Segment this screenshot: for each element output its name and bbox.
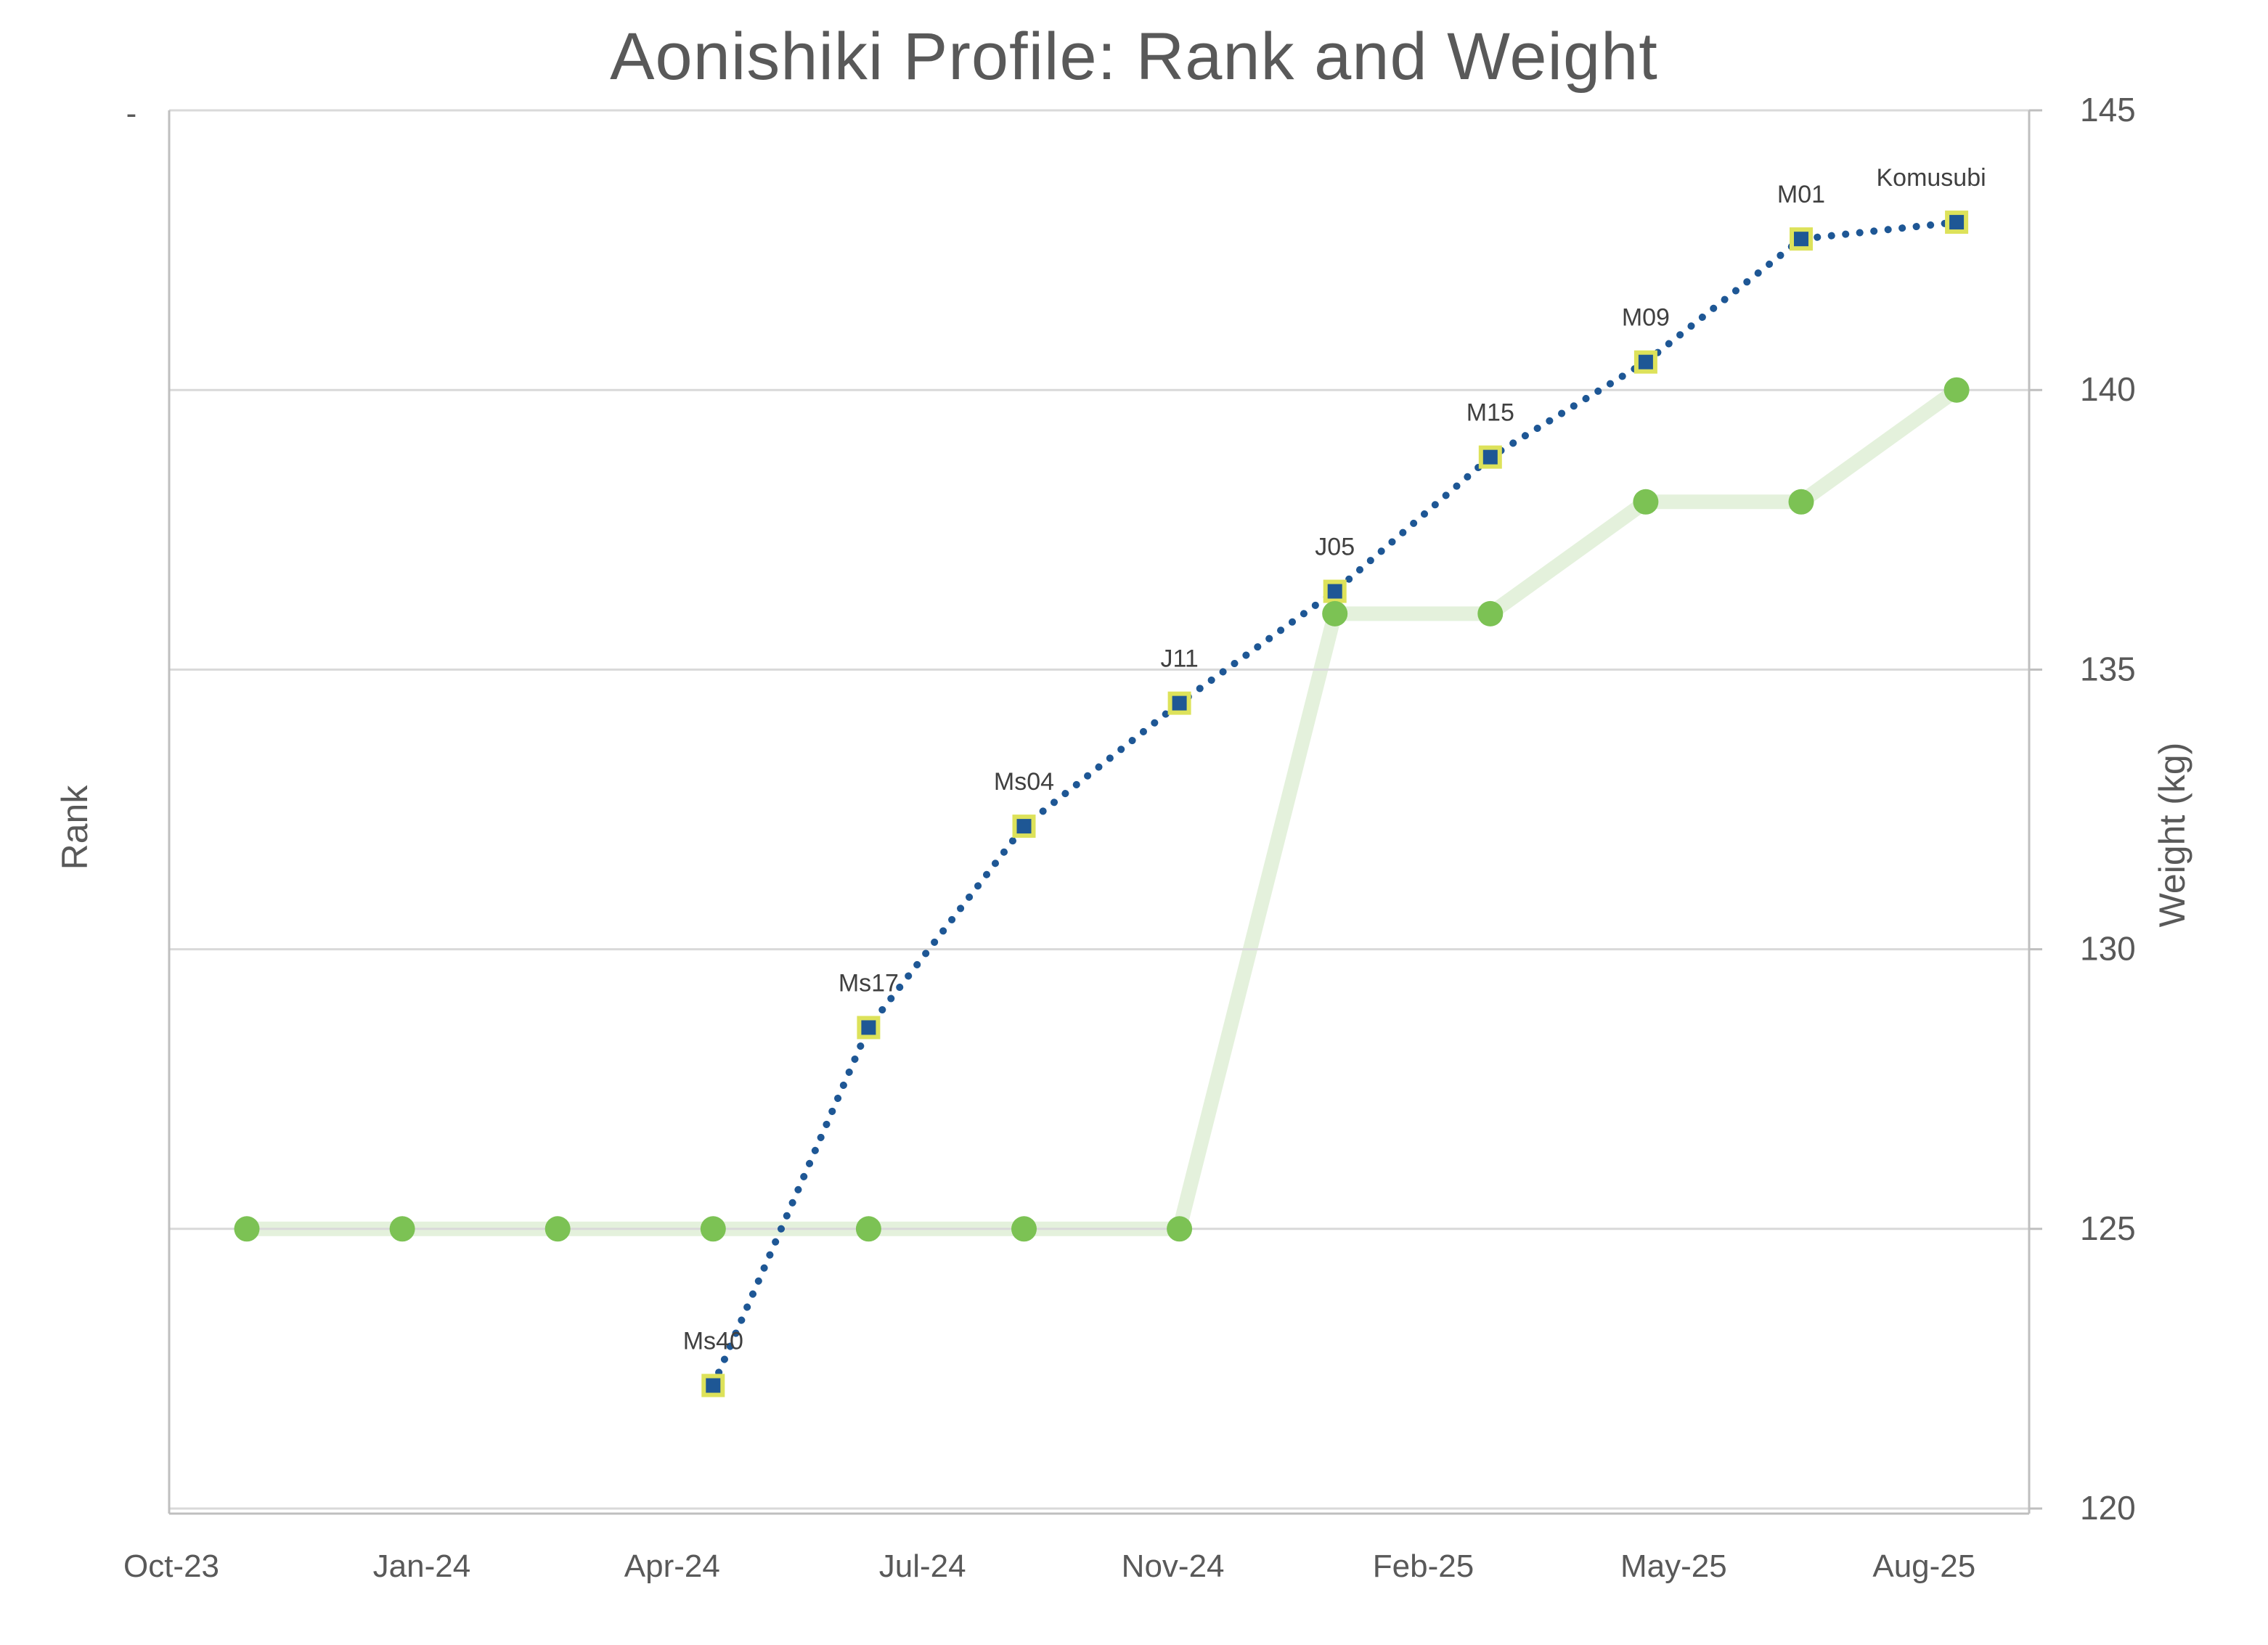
y2-tick-label-130: 130 bbox=[2080, 930, 2136, 968]
left-axis-title: Rank bbox=[54, 785, 95, 870]
weight-point-3 bbox=[700, 1216, 726, 1242]
rank-point-label-J05: J05 bbox=[1315, 534, 1355, 561]
rank-point-label-M15: M15 bbox=[1467, 399, 1514, 427]
rank-point-Ms40 bbox=[701, 1373, 725, 1397]
rank-point-M09 bbox=[1633, 350, 1657, 374]
weight-point-5 bbox=[1011, 1216, 1037, 1242]
x-tick-label-Jan-24: Jan-24 bbox=[373, 1548, 471, 1584]
rank-point-J05 bbox=[1323, 579, 1347, 603]
x-tick-label-Jul-24: Jul-24 bbox=[879, 1548, 966, 1584]
weight-point-7 bbox=[1322, 600, 1348, 626]
weight-point-11 bbox=[1943, 377, 1970, 403]
x-tick-label-Feb-25: Feb-25 bbox=[1373, 1548, 1474, 1584]
rank-point-M15 bbox=[1478, 445, 1502, 469]
rank-point-label-Ms04: Ms04 bbox=[994, 768, 1054, 796]
rank-point-Komusubi bbox=[1945, 211, 1969, 234]
chart-title: Aonishiki Profile: Rank and Weight bbox=[610, 20, 1658, 94]
left-axis-tick-label: - bbox=[126, 96, 137, 131]
rank-point-label-Ms40: Ms40 bbox=[683, 1328, 743, 1355]
x-tick-label-Nov-24: Nov-24 bbox=[1122, 1548, 1225, 1584]
rank-point-label-M09: M09 bbox=[1622, 304, 1670, 332]
y2-tick-label-120: 120 bbox=[2080, 1489, 2136, 1527]
rank-point-Ms04 bbox=[1012, 815, 1036, 838]
weight-point-10 bbox=[1788, 489, 1814, 515]
y2-tick-label-145: 145 bbox=[2080, 91, 2136, 128]
rank-point-label-Ms17: Ms17 bbox=[839, 969, 899, 997]
rank-point-label-J11: J11 bbox=[1160, 645, 1198, 673]
right-axis-title: Weight (kg) bbox=[2152, 742, 2192, 928]
weight-point-2 bbox=[544, 1216, 571, 1242]
weight-line bbox=[240, 383, 1965, 1236]
rank-point-M01 bbox=[1790, 227, 1813, 251]
rank-point-J11 bbox=[1167, 691, 1191, 715]
x-tick-label-Oct-23: Oct-23 bbox=[123, 1548, 219, 1584]
y2-tick-label-135: 135 bbox=[2080, 650, 2136, 687]
weight-point-8 bbox=[1477, 600, 1504, 626]
weight-point-1 bbox=[389, 1216, 415, 1242]
x-tick-label-May-25: May-25 bbox=[1620, 1548, 1727, 1584]
rank-point-label-Komusubi: Komusubi bbox=[1876, 164, 1986, 192]
y2-tick-label-140: 140 bbox=[2080, 370, 2136, 408]
weight-point-6 bbox=[1167, 1216, 1193, 1242]
y2-tick-label-125: 125 bbox=[2080, 1209, 2136, 1247]
weight-point-0 bbox=[234, 1216, 260, 1242]
weight-point-9 bbox=[1633, 489, 1659, 515]
rank-point-Ms17 bbox=[857, 1016, 881, 1040]
x-tick-label-Apr-24: Apr-24 bbox=[624, 1548, 720, 1584]
rank-point-label-M01: M01 bbox=[1777, 181, 1825, 208]
weight-point-4 bbox=[855, 1216, 881, 1242]
rank-line bbox=[709, 219, 1961, 1389]
x-tick-label-Aug-25: Aug-25 bbox=[1872, 1548, 1975, 1584]
